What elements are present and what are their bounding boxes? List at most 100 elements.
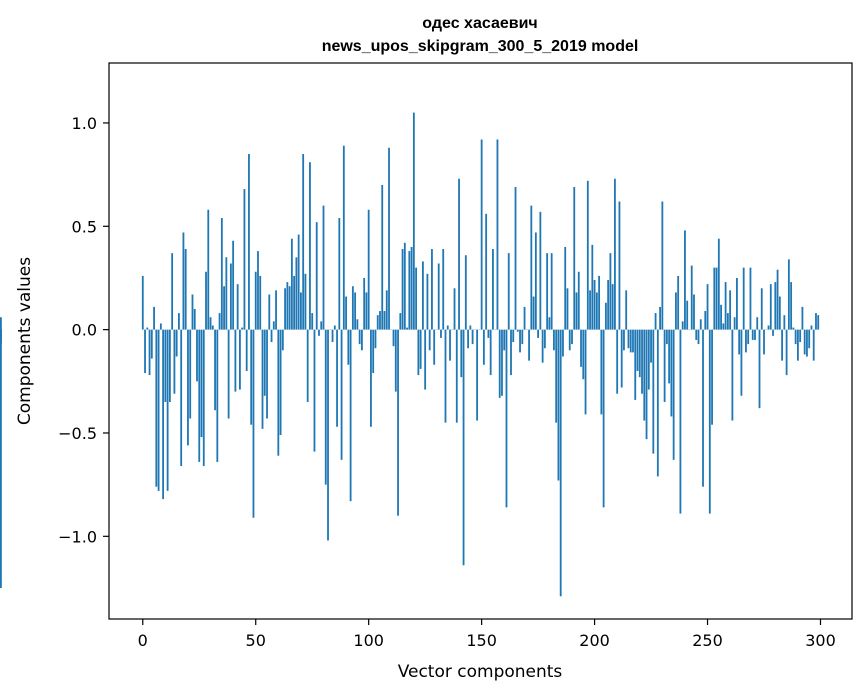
bar-279 — [772, 329, 774, 336]
bar-74 — [309, 162, 311, 330]
bar-273 — [758, 329, 761, 409]
bar-202 — [598, 275, 601, 330]
x-axis-ticks: 0 50 100 150 200 250 300 — [138, 619, 836, 650]
bar-152 — [485, 213, 488, 330]
bar-76 — [313, 329, 316, 452]
bar-85 — [333, 325, 336, 330]
bar-243 — [690, 265, 693, 330]
bar-24 — [196, 329, 198, 382]
bar-272 — [756, 317, 759, 330]
bar-213 — [623, 329, 625, 351]
bar-167 — [519, 329, 521, 353]
bar-128 — [431, 249, 433, 330]
bar-191 — [573, 187, 576, 330]
bar-182 — [553, 329, 555, 351]
bar-215 — [627, 329, 630, 349]
bar-181 — [550, 253, 553, 330]
bar-285 — [785, 329, 788, 376]
bar-207 — [609, 253, 612, 330]
bar-293 — [803, 329, 806, 355]
bar-72 — [304, 273, 307, 330]
bar-28 — [205, 271, 207, 330]
y-tick-label: 0.5 — [72, 217, 97, 236]
bar-30 — [209, 317, 212, 330]
bar-196 — [584, 329, 587, 415]
bar-95 — [356, 319, 359, 330]
bar-282 — [778, 296, 781, 330]
bar-239 — [681, 321, 684, 330]
bar-248 — [702, 329, 704, 487]
bar-169 — [523, 306, 526, 330]
bar-57 — [270, 329, 273, 343]
bar-80 — [322, 205, 325, 330]
bar-121 — [415, 267, 418, 330]
bar-219 — [636, 329, 639, 371]
bar-229 — [659, 306, 661, 330]
bar-162 — [507, 253, 510, 330]
bar-142 — [462, 329, 465, 566]
bar-122 — [417, 329, 420, 376]
bar-35 — [220, 218, 223, 330]
x-tick-label: 200 — [579, 631, 610, 650]
bar-113 — [397, 329, 399, 516]
bar-99 — [365, 292, 368, 330]
bar-214 — [625, 290, 628, 330]
bar-5 — [153, 306, 155, 330]
bar-260 — [729, 290, 732, 330]
bar-189 — [568, 329, 571, 351]
bar-45 — [243, 189, 246, 330]
bar-75 — [311, 313, 314, 330]
bar-129 — [433, 329, 436, 365]
bar-203 — [600, 329, 603, 415]
bar-263 — [736, 277, 738, 330]
bar-17 — [180, 329, 183, 467]
bar-195 — [582, 329, 585, 380]
bar-71 — [302, 153, 305, 330]
bar-56 — [268, 294, 271, 330]
bar-41 — [234, 329, 237, 392]
y-axis-label: Components values — [15, 257, 35, 425]
bar-244 — [693, 294, 695, 330]
bar-67 — [293, 275, 296, 330]
bar-97 — [361, 329, 363, 351]
bar-19 — [184, 249, 187, 330]
bar-226 — [652, 329, 655, 454]
bar-39 — [229, 263, 232, 330]
bar-278 — [769, 284, 772, 330]
bar-2 — [146, 327, 149, 330]
bar-150 — [480, 139, 483, 330]
bar-140 — [458, 178, 460, 330]
bar-231 — [663, 329, 666, 402]
bar-230 — [661, 201, 664, 330]
bar-109 — [388, 147, 390, 330]
bar-135 — [446, 325, 449, 330]
bar-136 — [449, 329, 451, 361]
bar-59 — [275, 290, 277, 330]
bar-237 — [677, 275, 680, 330]
bar-66 — [290, 238, 293, 330]
bar-295 — [808, 329, 811, 349]
bar-93 — [351, 286, 354, 330]
bar-138 — [453, 288, 456, 330]
bar-255 — [717, 238, 720, 330]
x-tick-label: 50 — [246, 631, 266, 650]
bar-233 — [668, 329, 671, 384]
bar-86 — [336, 329, 338, 427]
bar-238 — [679, 329, 682, 514]
bar-36 — [223, 286, 225, 330]
bar-111 — [392, 329, 395, 347]
bar-18 — [182, 232, 185, 330]
bar-144 — [467, 329, 469, 349]
bar-164 — [512, 329, 515, 343]
bar-166 — [516, 329, 519, 332]
bar-33 — [216, 329, 219, 462]
bar-266 — [742, 267, 745, 330]
bar-27 — [202, 329, 205, 467]
bar-70 — [300, 292, 302, 330]
bar-251 — [708, 329, 711, 514]
bar-204 — [602, 329, 605, 508]
plot-frame — [108, 62, 853, 620]
bar-256 — [720, 304, 722, 330]
bar-126 — [426, 273, 429, 330]
bar-143 — [464, 255, 467, 330]
